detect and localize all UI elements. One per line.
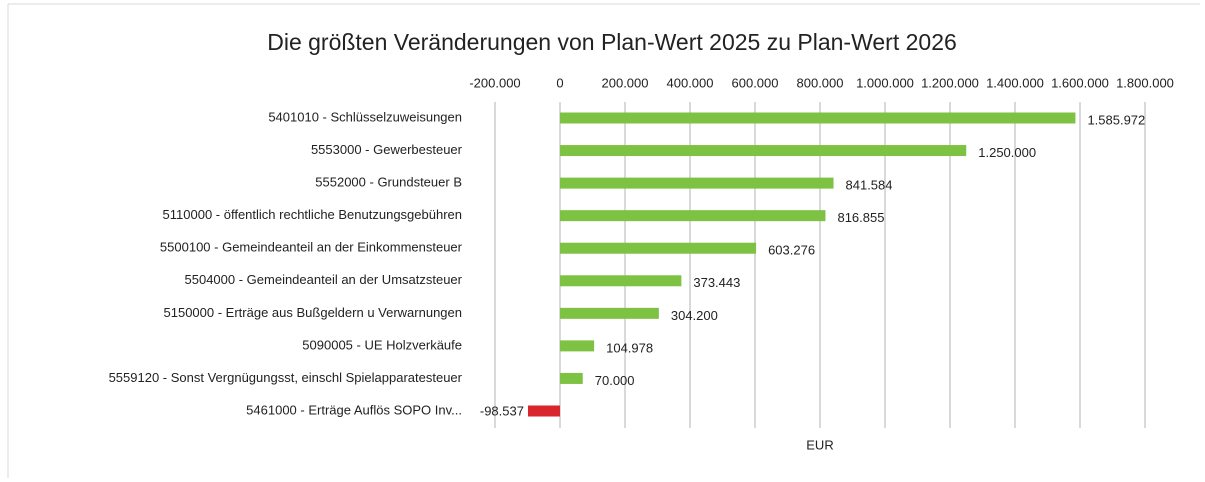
- x-tick-label: 800.000: [797, 75, 844, 90]
- data-label: 104.978: [606, 340, 653, 355]
- x-tick-label: 200.000: [602, 75, 649, 90]
- x-tick-label: 600.000: [732, 75, 779, 90]
- y-tick-label: 5150000 - Erträge aus Bußgeldern u Verwa…: [164, 305, 462, 320]
- y-tick-label: 5401010 - Schlüsselzuweisungen: [268, 109, 462, 124]
- bar: [560, 145, 967, 157]
- x-tick-label: 1.800.000: [1116, 75, 1174, 90]
- x-tick-label: 1.200.000: [921, 75, 979, 90]
- data-label: -98.537: [480, 403, 524, 418]
- y-tick-label: 5559120 - Sonst Vergnügungsst, einschl S…: [109, 370, 463, 385]
- bar: [560, 307, 659, 319]
- bar: [560, 340, 595, 352]
- data-label: 1.585.972: [1087, 112, 1145, 127]
- data-label: 70.000: [595, 373, 635, 388]
- y-tick-label: 5110000 - öffentlich rechtliche Benutzun…: [163, 207, 462, 222]
- y-tick-label: 5500100 - Gemeindeanteil an der Einkomme…: [160, 240, 463, 255]
- bar: [560, 177, 834, 189]
- data-label: 304.200: [671, 308, 718, 323]
- x-tick-label: 400.000: [667, 75, 714, 90]
- y-tick-label: 5090005 - UE Holzverkäufe: [302, 337, 462, 352]
- axis-title: EUR: [806, 437, 833, 452]
- x-tick-label: 1.400.000: [986, 75, 1044, 90]
- x-tick-label: 1.000.000: [856, 75, 914, 90]
- data-label: 841.584: [846, 178, 893, 193]
- bar: [560, 112, 1076, 124]
- data-label: 816.855: [837, 210, 884, 225]
- data-label: 1.250.000: [978, 145, 1036, 160]
- y-tick-label: 5504000 - Gemeindeanteil an der Umsatzst…: [185, 272, 463, 287]
- data-label: 373.443: [693, 275, 740, 290]
- bar: [527, 405, 560, 417]
- y-tick-label: 5553000 - Gewerbesteuer: [311, 142, 463, 157]
- y-tick-label: 5461000 - Erträge Auflös SOPO Inv...: [246, 402, 462, 417]
- y-tick-label: 5552000 - Grundsteuer B: [315, 175, 462, 190]
- x-tick-label: 0: [556, 75, 563, 90]
- chart-title: Die größten Veränderungen von Plan-Wert …: [267, 29, 957, 55]
- x-tick-label: -200.000: [469, 75, 520, 90]
- x-tick-label: 1.600.000: [1051, 75, 1109, 90]
- bar: [560, 210, 826, 222]
- bar: [560, 372, 583, 384]
- data-label: 603.276: [768, 243, 815, 258]
- bar: [560, 242, 757, 254]
- bar: [560, 275, 682, 287]
